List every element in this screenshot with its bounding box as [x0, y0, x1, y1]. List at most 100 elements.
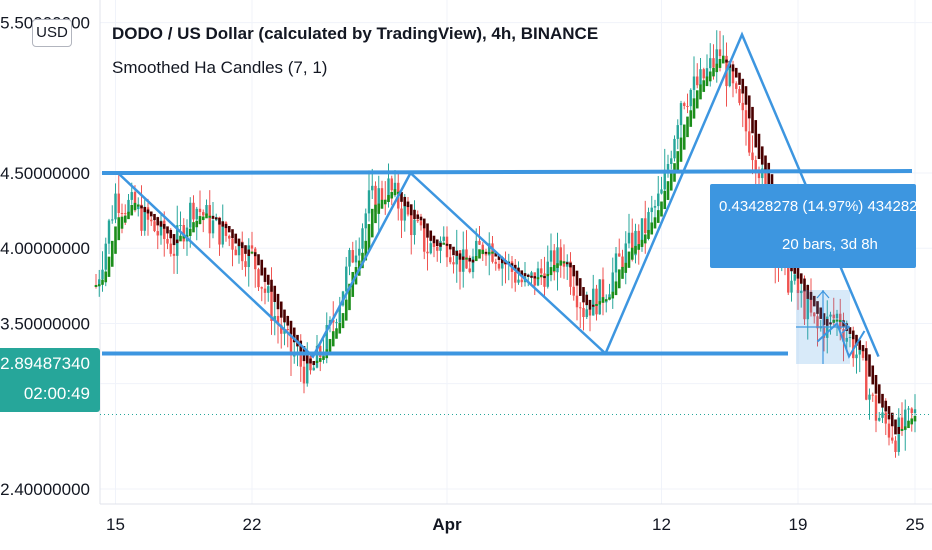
- candle-body: [117, 193, 120, 213]
- candle-body: [202, 212, 205, 216]
- ha-candle: [276, 293, 280, 310]
- ha-candle: [104, 271, 108, 283]
- ha-candle: [305, 353, 309, 364]
- candle-body: [709, 58, 712, 69]
- time-axis[interactable]: 1522Apr121925May: [106, 515, 932, 534]
- ha-candle: [640, 239, 644, 247]
- candle-body: [377, 188, 380, 212]
- candle-body: [588, 309, 592, 316]
- candle-body: [813, 312, 816, 317]
- ha-candle: [387, 194, 390, 202]
- ha-candle: [822, 313, 826, 325]
- candle-body: [211, 220, 215, 234]
- ha-candle: [478, 249, 481, 259]
- ha-candle: [500, 257, 504, 264]
- ha-candle: [448, 244, 452, 250]
- ha-candle: [695, 90, 699, 109]
- ha-candle: [718, 58, 722, 68]
- candle-body: [611, 272, 614, 295]
- candle-body: [657, 193, 660, 207]
- ha-candle: [803, 278, 806, 292]
- ha-candle: [819, 307, 823, 319]
- price-tick-label: 4.00000000: [0, 239, 90, 258]
- ha-candle: [520, 270, 524, 276]
- ha-candle: [390, 191, 394, 199]
- ha-candle: [825, 319, 829, 326]
- candle-body: [140, 204, 143, 231]
- ha-candle: [523, 273, 527, 277]
- candle-body: [150, 219, 153, 222]
- candle-body: [146, 207, 150, 220]
- candle-body: [562, 261, 566, 267]
- candle-body: [553, 250, 556, 273]
- ha-candle: [487, 251, 491, 254]
- candle-body: [644, 218, 647, 234]
- ha-candle: [881, 393, 884, 408]
- ha-candle: [260, 259, 264, 276]
- candle-body: [738, 88, 741, 103]
- indicator-label[interactable]: Smoothed Ha Candles (7, 1): [112, 58, 328, 77]
- ha-candle: [195, 220, 199, 228]
- ha-candle: [419, 216, 423, 221]
- ha-candle: [533, 276, 537, 279]
- candle-body: [806, 297, 809, 320]
- arrow-right-icon: [841, 320, 850, 334]
- ha-candle: [660, 201, 663, 217]
- ha-candle: [643, 234, 647, 244]
- ha-candle: [153, 213, 156, 221]
- candle-body: [107, 220, 111, 244]
- ha-candle: [156, 217, 160, 226]
- ha-candle: [279, 301, 283, 318]
- candle-body: [683, 103, 686, 106]
- candle-body: [403, 205, 406, 221]
- candle-body: [104, 243, 107, 270]
- candle-body: [572, 286, 575, 296]
- candle-body: [241, 241, 244, 262]
- candle-body: [592, 288, 595, 316]
- ha-candle: [247, 249, 251, 257]
- ha-candle: [747, 95, 751, 119]
- candle-body: [897, 417, 900, 452]
- ha-candle: [816, 301, 819, 314]
- ha-candle: [793, 262, 797, 274]
- ha-candle: [604, 299, 608, 302]
- time-tick-label: 22: [243, 515, 262, 534]
- candle-body: [536, 268, 540, 286]
- ha-candle: [741, 78, 745, 94]
- ha-candle: [409, 204, 413, 216]
- ha-candle: [569, 262, 572, 268]
- candle-body: [689, 89, 692, 107]
- currency-button[interactable]: USD: [32, 19, 72, 47]
- candle-body: [575, 295, 579, 308]
- price-axis[interactable]: 5.500000004.500000004.000000003.50000000…: [0, 14, 90, 499]
- ha-candle: [864, 348, 868, 361]
- candle-body: [868, 394, 871, 400]
- candle-body: [595, 288, 598, 315]
- ha-candle: [517, 267, 520, 274]
- candle-body: [143, 207, 146, 231]
- candle-body: [361, 228, 364, 249]
- candle-body: [803, 290, 806, 320]
- price-tick-label: 2.40000000: [0, 480, 90, 499]
- bar-countdown: 02:00:49: [23, 384, 90, 403]
- candle-body: [364, 213, 367, 229]
- ha-candle: [725, 59, 728, 63]
- ha-candle: [510, 263, 514, 267]
- candle-body: [400, 208, 403, 221]
- ha-candle: [546, 273, 550, 277]
- ha-candle: [751, 106, 754, 134]
- candle-body: [666, 164, 670, 170]
- candle-body: [163, 220, 166, 239]
- ha-candle: [318, 358, 322, 362]
- ha-candle: [855, 334, 858, 346]
- ha-candle: [829, 322, 832, 325]
- ha-candle: [494, 251, 498, 257]
- ha-candle: [208, 215, 212, 218]
- candle-body: [289, 329, 293, 356]
- ha-candle: [666, 181, 670, 200]
- candle-body: [569, 261, 572, 287]
- measure-price-change: 0.43428278 (14.97%) 43428278: [719, 198, 932, 215]
- drawings[interactable]: [101, 31, 913, 364]
- candle-body: [582, 307, 585, 318]
